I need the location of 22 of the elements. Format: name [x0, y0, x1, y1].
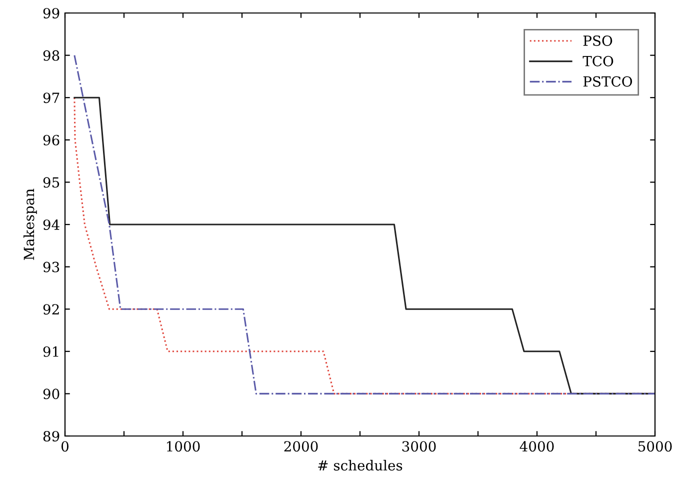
y-tick-label: 94	[43, 219, 60, 230]
x-tick-label: 4000	[520, 441, 554, 452]
y-tick-label: 98	[43, 50, 60, 61]
x-tick-label: 1000	[167, 441, 200, 452]
y-tick-label: 92	[43, 304, 59, 315]
x-tick-label: 0	[61, 441, 68, 452]
x-tick-label: 5000	[638, 441, 672, 452]
legend-label: PSO	[583, 35, 612, 46]
y-tick-label: 90	[43, 388, 60, 400]
y-tick-label: 96	[43, 134, 60, 146]
y-tick-label: 91	[43, 346, 58, 357]
x-tick-label: 2000	[284, 441, 318, 452]
x-tick-label: 3000	[402, 441, 436, 452]
x-axis-title: # schedules	[318, 460, 402, 471]
y-tick-label: 93	[43, 262, 60, 272]
legend-label: PSTCO	[583, 76, 632, 87]
y-tick-label: 99	[43, 8, 60, 18]
y-tick-label: 89	[43, 430, 60, 442]
y-tick-label: 97	[43, 92, 60, 104]
y-axis-title: Makespan	[23, 188, 37, 260]
legend-label: TCO	[582, 56, 614, 66]
y-tick-label: 95	[43, 177, 60, 188]
